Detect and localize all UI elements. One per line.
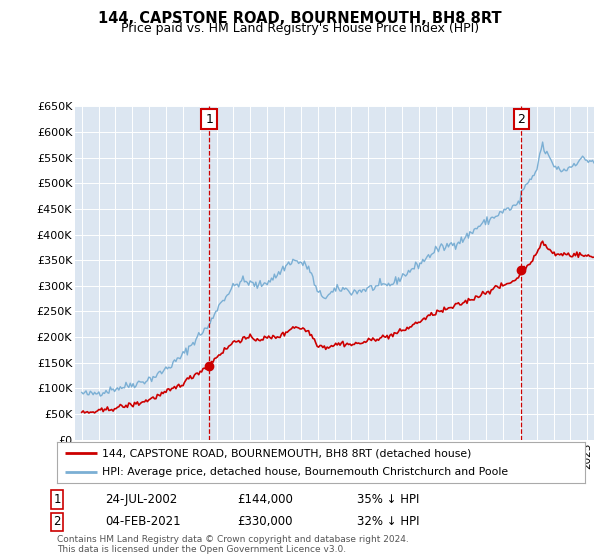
Text: 2: 2: [53, 515, 61, 529]
Text: 04-FEB-2021: 04-FEB-2021: [105, 515, 181, 529]
Text: HPI: Average price, detached house, Bournemouth Christchurch and Poole: HPI: Average price, detached house, Bour…: [102, 467, 508, 477]
Text: £330,000: £330,000: [237, 515, 293, 529]
Text: 35% ↓ HPI: 35% ↓ HPI: [357, 493, 419, 506]
Text: £144,000: £144,000: [237, 493, 293, 506]
Text: 32% ↓ HPI: 32% ↓ HPI: [357, 515, 419, 529]
Text: 24-JUL-2002: 24-JUL-2002: [105, 493, 177, 506]
Text: Price paid vs. HM Land Registry's House Price Index (HPI): Price paid vs. HM Land Registry's House …: [121, 22, 479, 35]
Text: This data is licensed under the Open Government Licence v3.0.: This data is licensed under the Open Gov…: [57, 545, 346, 554]
Text: 1: 1: [205, 113, 213, 125]
Text: Contains HM Land Registry data © Crown copyright and database right 2024.: Contains HM Land Registry data © Crown c…: [57, 535, 409, 544]
Text: 144, CAPSTONE ROAD, BOURNEMOUTH, BH8 8RT (detached house): 144, CAPSTONE ROAD, BOURNEMOUTH, BH8 8RT…: [102, 449, 471, 458]
Text: 2: 2: [517, 113, 526, 125]
Text: 144, CAPSTONE ROAD, BOURNEMOUTH, BH8 8RT: 144, CAPSTONE ROAD, BOURNEMOUTH, BH8 8RT: [98, 11, 502, 26]
Text: 1: 1: [53, 493, 61, 506]
